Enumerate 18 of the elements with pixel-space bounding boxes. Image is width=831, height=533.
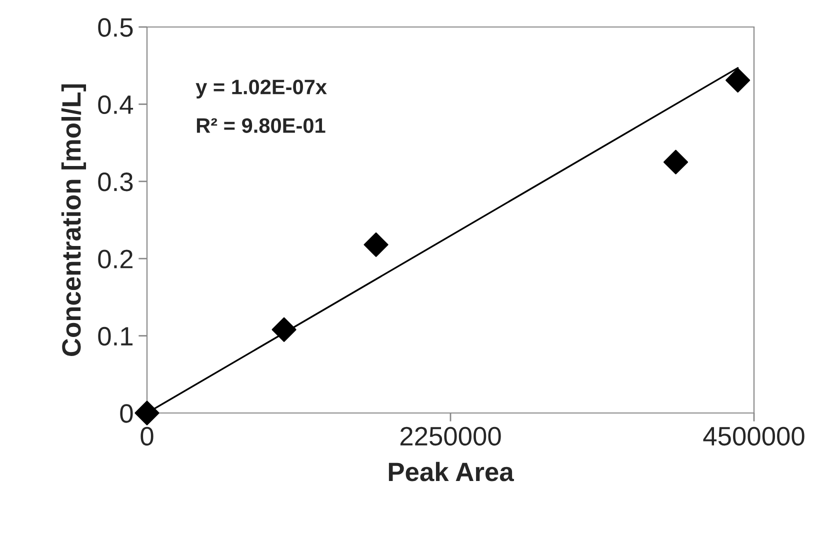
y-tick-label: 0.3: [98, 172, 133, 192]
y-tick-label: 0.4: [98, 95, 134, 114]
x-tick-label: 0: [140, 426, 154, 446]
x-tick-label: 4500000: [703, 426, 804, 446]
point: [364, 232, 388, 257]
x-tick-label: 2250000: [400, 426, 501, 446]
y-axis-title: Concentration [mol/L]: [61, 84, 86, 356]
y-tick-label: 0.2: [98, 250, 132, 268]
point: [134, 400, 160, 426]
x-axis-title: Peak Area: [388, 462, 514, 482]
point: [726, 68, 750, 93]
y-tick-label: 0.5: [98, 18, 133, 37]
annotation: R² = 9.80E-01: [196, 118, 326, 133]
annotation: y = 1.02E-07x: [196, 80, 327, 98]
y-tick-label: 0: [120, 404, 133, 423]
point: [272, 317, 296, 342]
point: [663, 150, 688, 174]
y-tick-label: 0.1: [98, 326, 133, 346]
